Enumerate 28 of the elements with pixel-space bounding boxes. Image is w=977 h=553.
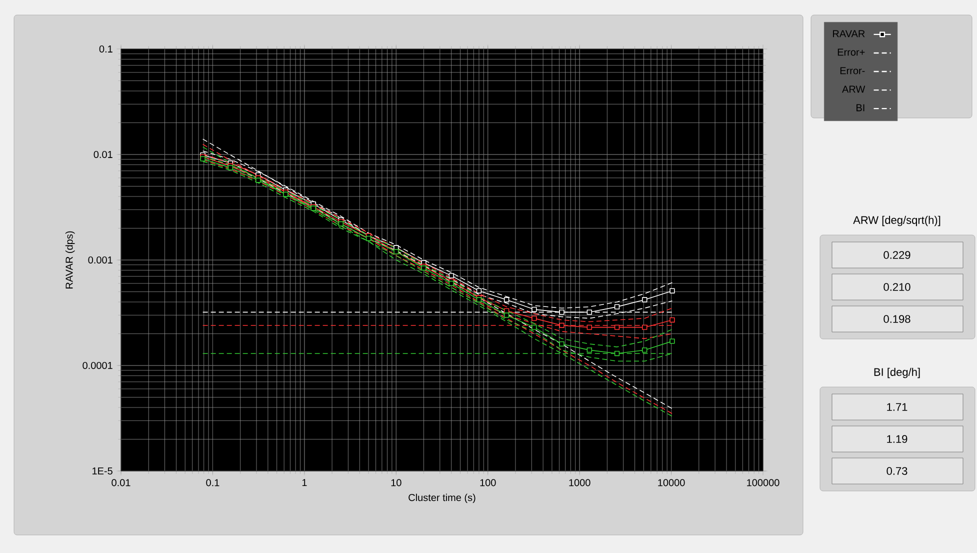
y-axis-title: RAVAR (dps) [65,231,75,288]
x-tick-label: 0.1 [206,479,220,486]
y-tick-label: 1E-5 [92,468,112,474]
y-tick-label: 0.1 [99,45,112,53]
y-tick-label: 0.001 [88,256,112,264]
x-tick-label: 100000 [747,479,780,486]
x-tick-label: 10000 [658,479,685,486]
x-tick-label: 0.01 [112,479,130,486]
y-tick-label: 0.01 [94,150,112,158]
text: 1.71 [887,403,908,411]
text: ARW [deg/sqrt(h)] [853,216,940,226]
x-tick-label: 1000 [569,479,590,486]
text: BI [deg/h] [874,368,920,378]
legend-label: BI [856,104,864,112]
text: 1.19 [887,435,908,443]
text: 0.73 [886,467,908,475]
legend-label: Error+ [838,48,865,56]
legend-label: ARW [842,86,866,93]
x-tick-label: 1 [302,479,307,486]
x-axis-title: Cluster time (s) [408,494,476,504]
x-tick-label: 100 [480,479,496,486]
text: 0.210 [884,283,910,291]
legend-label: Error- [840,67,865,74]
x-tick-label: 10 [391,479,402,486]
text: 0.229 [884,251,910,259]
text: 0.198 [884,315,910,323]
legend-label: RAVAR [833,30,865,38]
y-tick-label: 0.0001 [82,362,112,370]
